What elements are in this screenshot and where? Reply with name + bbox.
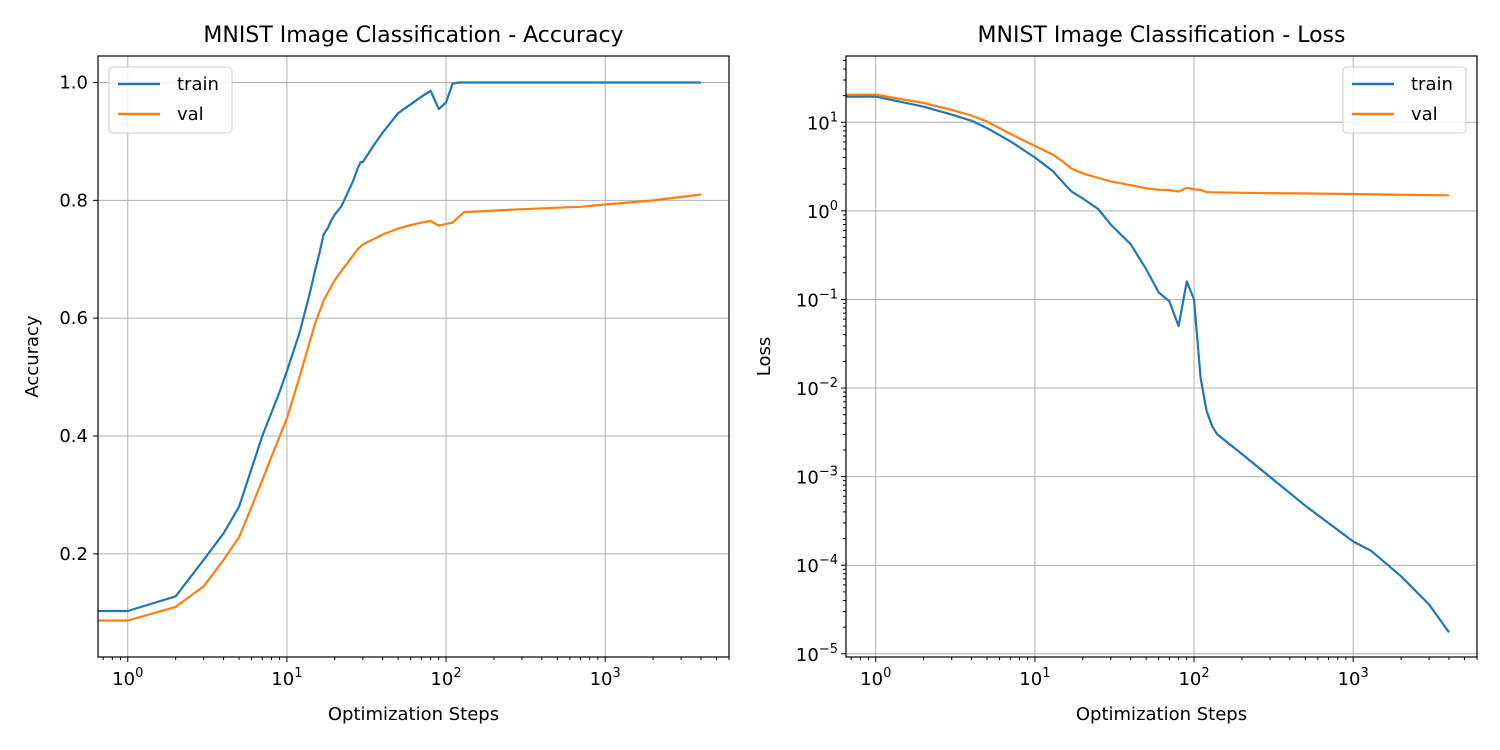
chart-title: MNIST Image Classification - Accuracy xyxy=(203,23,623,48)
legend-label-val: val xyxy=(177,104,204,125)
series-line-train xyxy=(846,95,1450,633)
y-axis-label: Loss xyxy=(754,337,775,376)
series-line-val xyxy=(98,193,702,622)
y-tick-label: 0.2 xyxy=(59,544,88,565)
chart-panel-2: 100 101 102 10310−510−410−310−210−1100101MN… xyxy=(754,23,1478,725)
legend-label-val: val xyxy=(1411,104,1438,125)
y-axis-label: Accuracy xyxy=(22,315,43,398)
y-tick-label: 0.4 xyxy=(59,426,88,447)
legend-label-train: train xyxy=(1411,74,1453,95)
axes-frame xyxy=(845,55,1478,658)
x-axis-label: Optimization Steps xyxy=(328,704,499,725)
y-tick-label: 1.0 xyxy=(59,73,88,94)
legend-label-train: train xyxy=(177,74,219,95)
chart-title: MNIST Image Classification - Loss xyxy=(978,23,1346,48)
legend: train val xyxy=(108,66,233,134)
series-line-train xyxy=(98,81,701,613)
axes-frame xyxy=(97,55,730,658)
y-tick-label: 0.6 xyxy=(59,308,88,329)
y-tick-label: 0.8 xyxy=(59,190,88,211)
series-line-val xyxy=(846,93,1450,197)
x-axis-label: Optimization Steps xyxy=(1076,704,1247,725)
legend: train val xyxy=(1342,66,1467,134)
